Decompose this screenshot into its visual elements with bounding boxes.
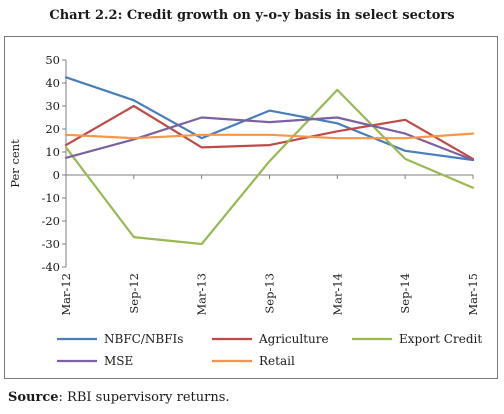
y-tick-label: -20 xyxy=(41,214,60,228)
source-line: Source: RBI supervisory returns. xyxy=(8,390,230,405)
legend-label-agriculture: Agriculture xyxy=(258,332,329,346)
x-tick-label: Sep-12 xyxy=(127,273,141,314)
source-label: Source xyxy=(8,390,59,405)
y-tick-label: 10 xyxy=(45,145,60,159)
y-tick-label: 30 xyxy=(45,99,60,113)
x-tick-label: Mar-12 xyxy=(59,273,73,316)
y-tick-label: -30 xyxy=(41,237,60,251)
y-tick-label: 40 xyxy=(45,76,60,90)
series-line-agriculture xyxy=(64,104,475,161)
legend-label-retail: Retail xyxy=(259,354,295,368)
legend-label-export-credit: Export Credit xyxy=(399,332,482,346)
x-tick-label: Sep-13 xyxy=(263,273,277,314)
chart-frame: -40 -30 -20 -10 0 10 20 30 40 50 Mar-12 Sep-12 Mar-1… xyxy=(4,36,498,379)
y-tick-label: -40 xyxy=(41,260,60,274)
series-line-retail xyxy=(64,132,475,140)
y-tick-label: 0 xyxy=(53,168,60,182)
legend-label-nbfc-nbfis: NBFC/NBFIs xyxy=(104,332,183,346)
x-tick-label: Mar-13 xyxy=(195,273,209,316)
x-tick-label: Mar-15 xyxy=(466,273,480,316)
y-axis-title: Per cent xyxy=(8,139,22,188)
series-line-export-credit xyxy=(64,88,475,246)
series-line-nbfc-nbfis xyxy=(64,76,475,162)
y-tick-label: -10 xyxy=(41,191,60,205)
y-tick-label: 50 xyxy=(45,53,60,67)
x-tick-label: Mar-14 xyxy=(330,273,344,316)
series-line-mse xyxy=(64,116,475,162)
x-tick-label: Sep-14 xyxy=(398,273,412,314)
legend-label-mse: MSE xyxy=(104,354,133,368)
y-tick-label: 20 xyxy=(45,122,60,136)
line-chart: -40 -30 -20 -10 0 10 20 30 40 50 Mar-12 Sep-12 Mar-1… xyxy=(8,53,482,368)
source-text: : RBI supervisory returns. xyxy=(58,390,230,405)
chart-title: Chart 2.2: Credit growth on y-o-y basis … xyxy=(49,8,455,23)
